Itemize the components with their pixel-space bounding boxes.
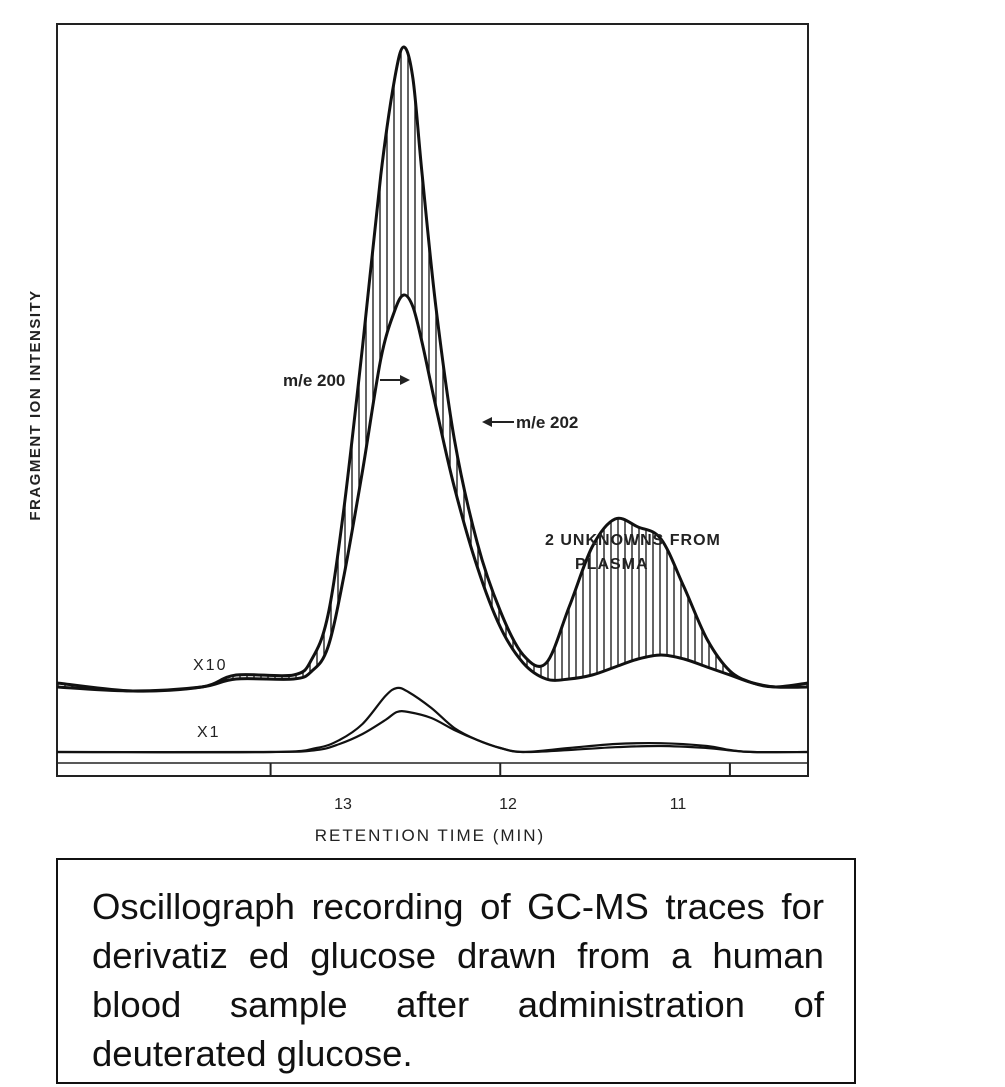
series-line-me200-x10 [56,45,809,693]
caption-line-4: administration of deuterated glucose. [92,984,824,1074]
label-x10: X10 [193,657,227,674]
caption-text: Oscillograph recording of GC-MS traces f… [92,882,824,1078]
arrowhead-me202 [482,417,492,427]
caption-line-3: human blood sample after [92,935,824,1025]
annotation-plasma: PLASMA [575,556,649,573]
annotation-me200: m/e 200 [283,371,345,390]
label-x1: X1 [197,724,221,741]
y-axis-label: FRAGMENT ION INTENSITY [27,289,44,520]
series-line-me202-x1 [56,710,809,754]
arrowhead-me200 [400,375,410,385]
caption-line-1: Oscillograph recording of GC-MS traces [92,886,765,927]
series-line-me202-x10 [56,293,809,693]
tick-label-13: 13 [334,796,352,813]
x-axis-label: RETENTION TIME (MIN) [315,826,545,845]
tick-label-11: 11 [670,796,687,813]
tick-label-12: 12 [499,796,517,813]
caption-box: Oscillograph recording of GC-MS traces f… [56,858,856,1084]
series-line-me200-x1 [56,686,809,754]
chromatogram-chart: FRAGMENT ION INTENSITY RETENTION TIME (M… [27,23,809,845]
annotation-me202: m/e 202 [516,413,578,432]
plot-frame [56,23,809,777]
caption-line-2: for derivatiz ed glucose drawn from a [92,886,824,976]
annotation-unknowns: 2 UNKNOWNS FROM [545,532,721,549]
difference-hatching-x10 [57,47,808,692]
